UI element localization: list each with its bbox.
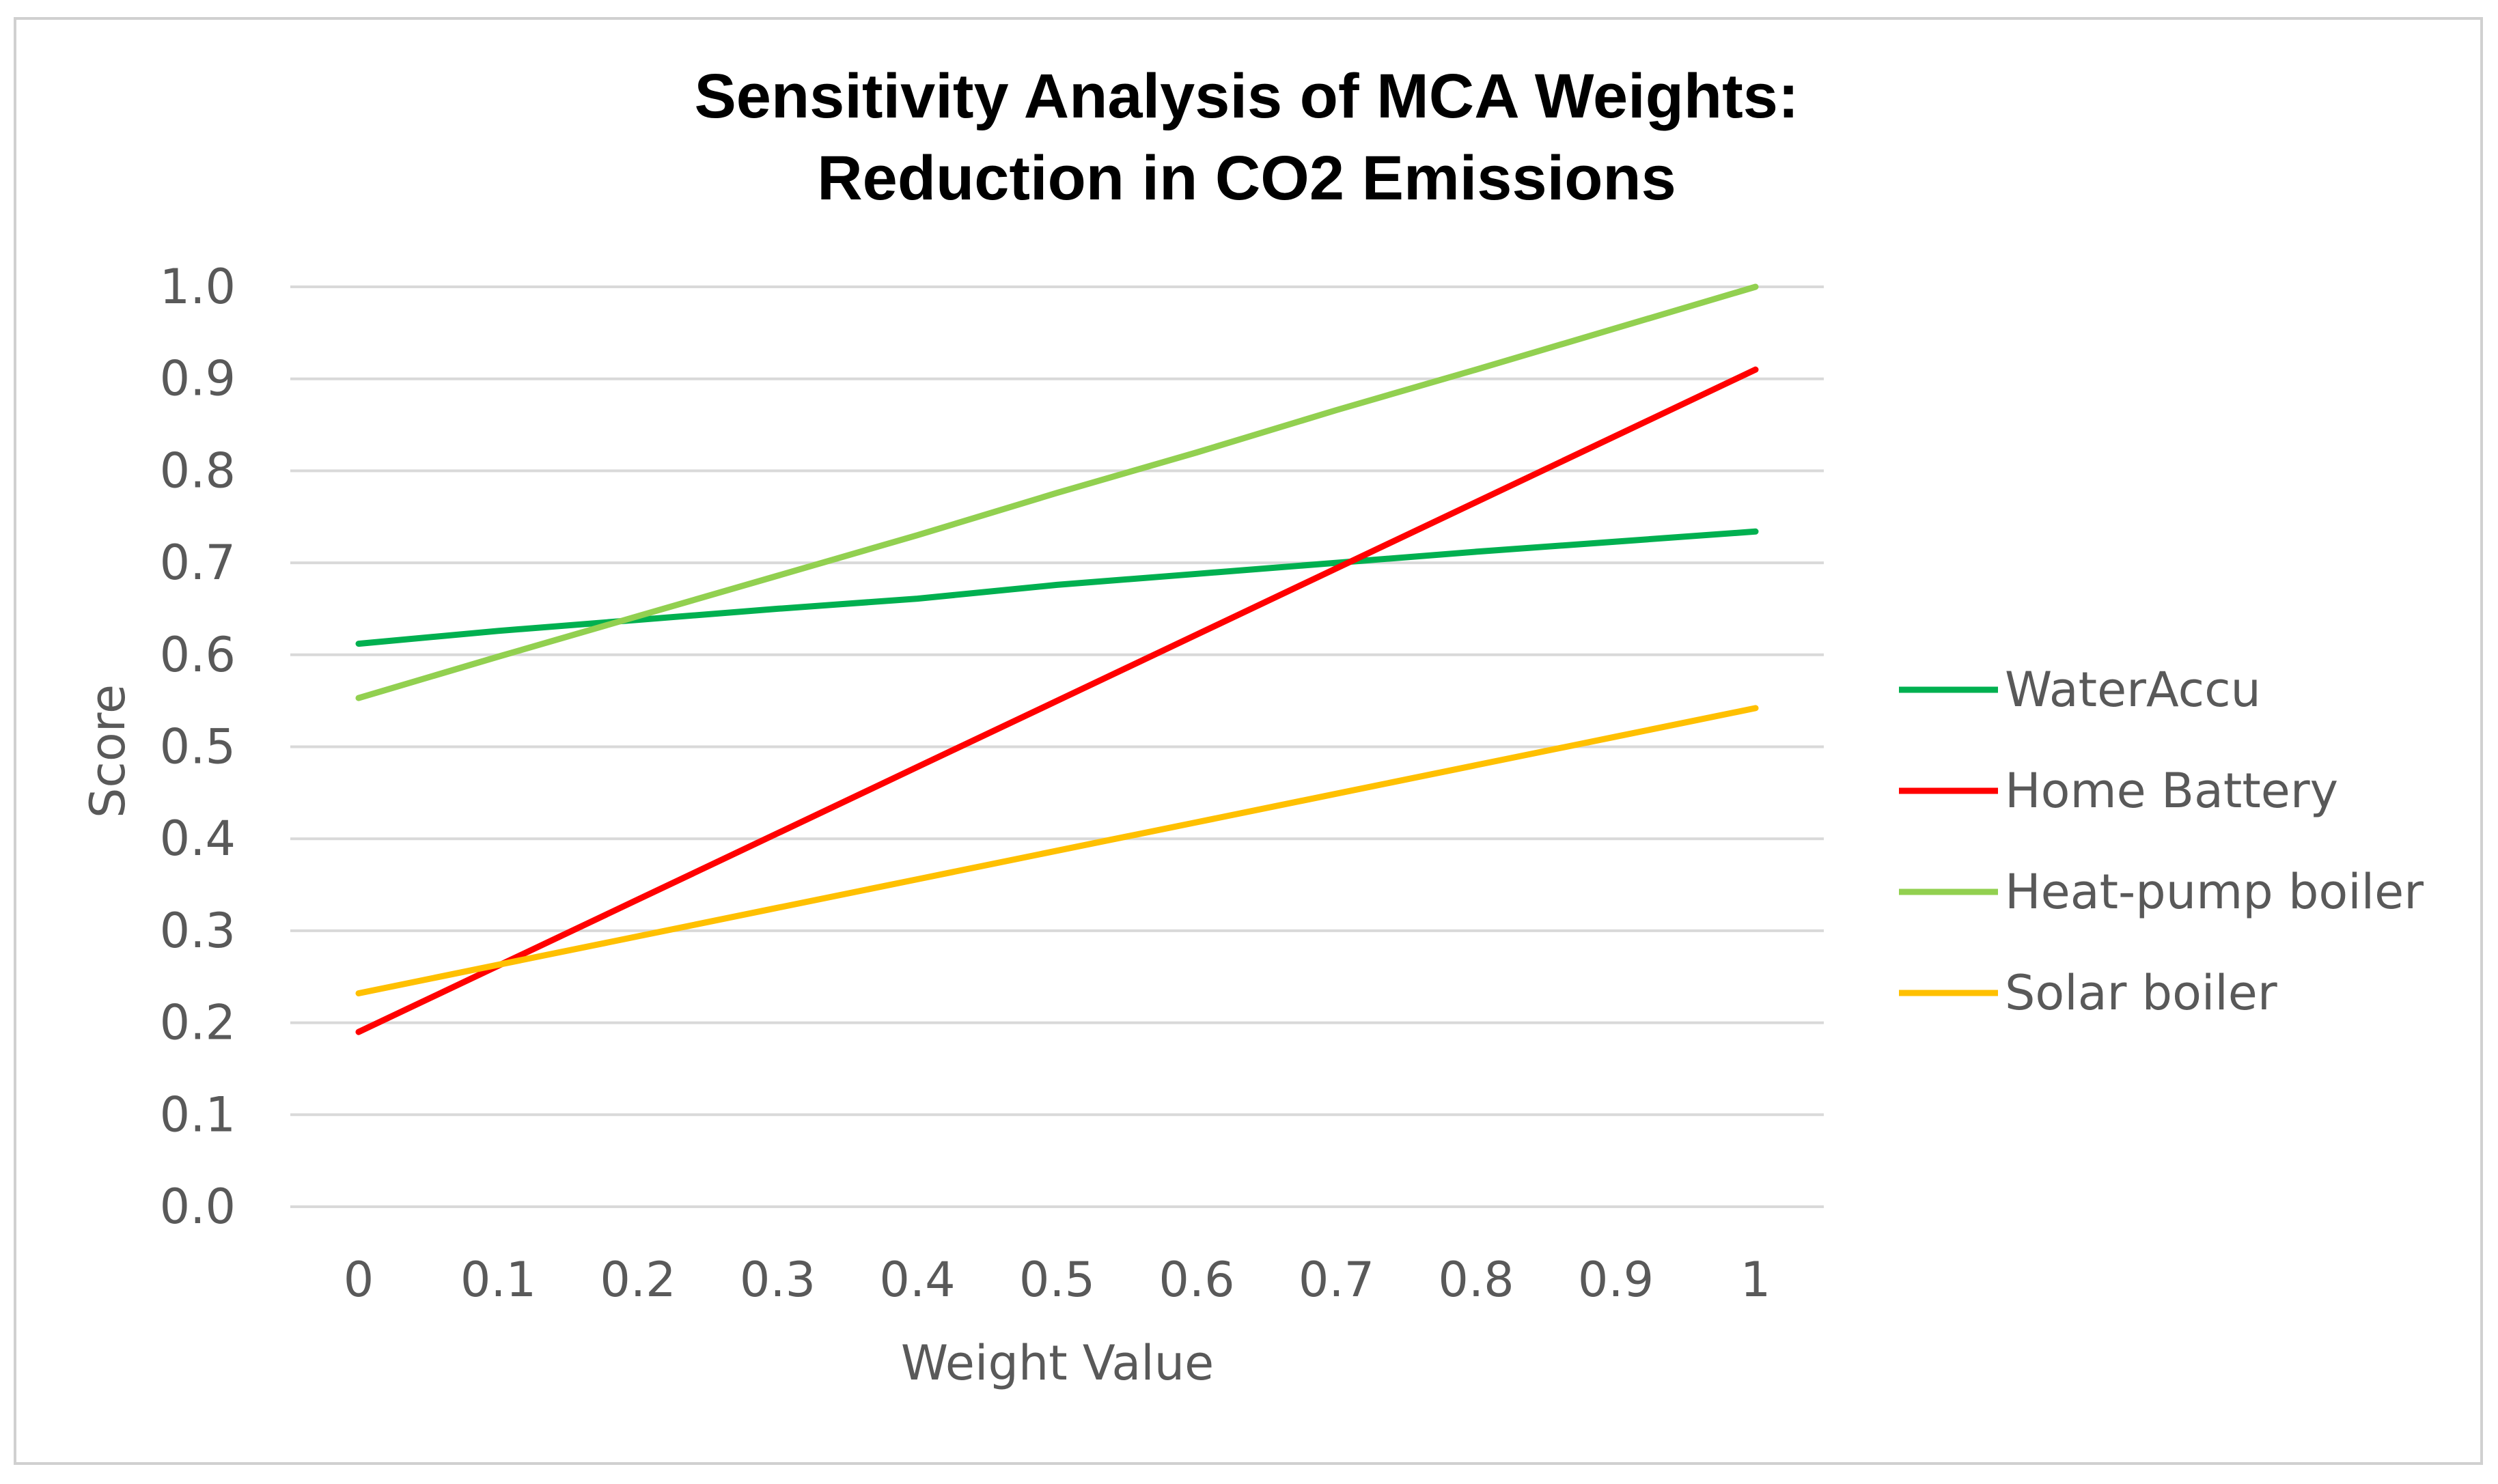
y-tick-label: 0.5 — [160, 719, 236, 775]
x-axis-title: Weight Value — [901, 1335, 1214, 1391]
x-tick-label: 0.6 — [1158, 1252, 1234, 1308]
legend-item-heat-pump-boiler: Heat-pump boiler — [1899, 864, 2424, 920]
x-axis-tick-labels: 0 0.1 0.2 0.3 0.4 0.5 0.6 0.7 0.8 0.9 1 — [344, 1252, 1771, 1308]
y-tick-label: 0.7 — [160, 535, 236, 591]
chart-title: Sensitivity Analysis of MCA Weights: Red… — [694, 61, 1799, 213]
x-tick-label: 0.3 — [740, 1252, 816, 1308]
legend-label: Heat-pump boiler — [2005, 864, 2424, 920]
chart-frame — [14, 17, 2483, 1465]
y-tick-label: 0.3 — [160, 903, 236, 959]
legend-label: Solar boiler — [2005, 965, 2277, 1021]
y-axis-tick-labels: 0.0 0.1 0.2 0.3 0.4 0.5 0.6 0.7 0.8 0.9 1.0 — [160, 259, 236, 1235]
legend-item-home-battery: Home Battery — [1899, 763, 2338, 819]
chart-title-line-1: Sensitivity Analysis of MCA Weights: — [694, 61, 1799, 131]
x-tick-label: 0.8 — [1438, 1252, 1514, 1308]
y-tick-label: 0.4 — [160, 811, 236, 867]
x-tick-label: 0.7 — [1299, 1252, 1374, 1308]
series-line-heat-pump-boiler — [355, 283, 1759, 701]
chart-title-line-2: Reduction in CO2 Emissions — [817, 143, 1676, 213]
series-lines — [355, 283, 1759, 1035]
x-tick-label: 0.4 — [879, 1252, 955, 1308]
x-tick-label: 0.9 — [1578, 1252, 1654, 1308]
series-line-home-battery — [355, 366, 1759, 1035]
x-tick-label: 0.5 — [1019, 1252, 1095, 1308]
x-tick-label: 0.1 — [460, 1252, 536, 1308]
legend-label: Home Battery — [2005, 763, 2338, 819]
y-tick-label: 0.1 — [160, 1087, 236, 1143]
y-tick-label: 0.8 — [160, 443, 236, 499]
x-tick-label: 0 — [344, 1252, 374, 1308]
y-tick-label: 0.9 — [160, 351, 236, 407]
x-tick-label: 1 — [1740, 1252, 1771, 1308]
y-tick-label: 0.6 — [160, 627, 236, 683]
gridlines — [290, 285, 1824, 1208]
legend: WaterAccu Home Battery Heat-pump boiler Sol… — [1899, 662, 2424, 1021]
legend-item-wateraccu: WaterAccu — [1899, 662, 2261, 718]
y-tick-label: 0.0 — [160, 1179, 236, 1235]
y-tick-label: 1.0 — [160, 259, 236, 315]
y-axis-title: Score — [80, 684, 136, 818]
series-line-solar-boiler — [355, 705, 1759, 996]
x-tick-label: 0.2 — [600, 1252, 676, 1308]
series-line-wateraccu — [355, 528, 1759, 647]
legend-item-solar-boiler: Solar boiler — [1899, 965, 2277, 1021]
y-tick-label: 0.2 — [160, 995, 236, 1051]
legend-label: WaterAccu — [2005, 662, 2261, 718]
